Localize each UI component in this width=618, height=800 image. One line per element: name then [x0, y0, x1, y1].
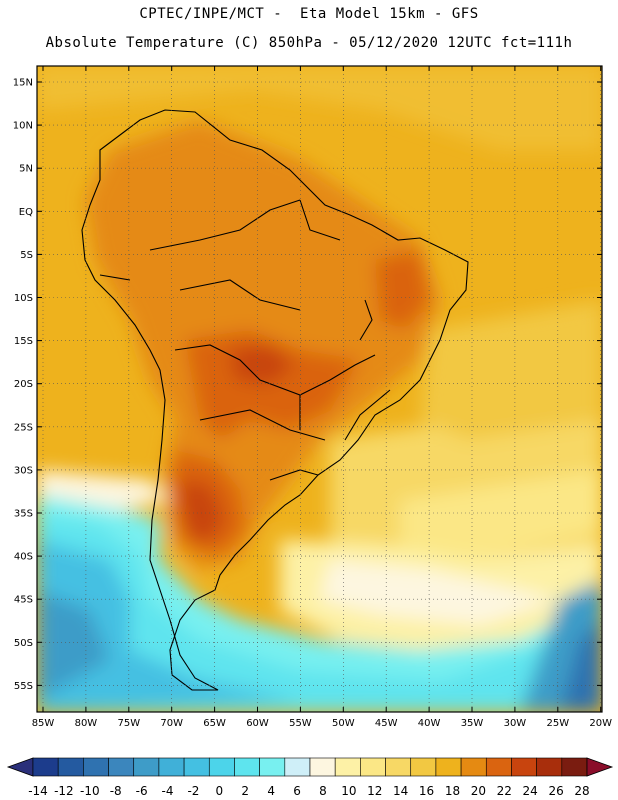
- colorbar-swatch: [133, 757, 160, 777]
- colorbar-swatch: [410, 757, 437, 777]
- colorbar-over-arrow: [586, 757, 614, 777]
- colorbar-label: -6: [136, 784, 148, 798]
- colorbar-label: 14: [393, 784, 408, 798]
- lat-label: 15N: [13, 78, 33, 89]
- lon-label: 30W: [504, 718, 527, 729]
- colorbar-label: 6: [293, 784, 301, 798]
- lat-label: 5S: [20, 250, 33, 261]
- lat-label: EQ: [19, 207, 33, 218]
- lat-label: 25S: [14, 422, 33, 433]
- lat-label: 50S: [14, 638, 33, 649]
- lon-label: 25W: [546, 718, 569, 729]
- lat-label: 55S: [14, 681, 33, 692]
- colorbar-label: 12: [367, 784, 382, 798]
- lat-label: 30S: [14, 465, 33, 476]
- colorbar-label: 24: [523, 784, 538, 798]
- colorbar-swatch: [334, 757, 361, 777]
- lat-label: 40S: [14, 552, 33, 563]
- colorbar-swatch: [108, 757, 135, 777]
- lat-label: 15S: [14, 336, 33, 347]
- colorbar-under-arrow: [6, 757, 34, 777]
- lat-label: 10S: [14, 293, 33, 304]
- temperature-field: [37, 66, 602, 712]
- colorbar-swatch: [259, 757, 286, 777]
- colorbar-label: -10: [80, 784, 100, 798]
- lon-label: 75W: [117, 718, 140, 729]
- colorbar-label: 10: [341, 784, 356, 798]
- latitude-labels: 15N 10N 5N EQ 5S 10S 15S 20S 25S 30S 35S 40S 45S 50S 5…: [13, 78, 33, 692]
- colorbar-label: -12: [54, 784, 74, 798]
- colorbar-label: 22: [497, 784, 512, 798]
- colorbar-label: -8: [110, 784, 122, 798]
- colorbar-swatch: [485, 757, 512, 777]
- colorbar-label: 26: [548, 784, 563, 798]
- lon-label: 55W: [289, 718, 312, 729]
- colorbar-swatch: [158, 757, 185, 777]
- colorbar-swatch: [460, 757, 487, 777]
- colorbar-swatch: [32, 757, 59, 777]
- title-line-1: CPTEC/INPE/MCT - Eta Model 15km - GFS: [139, 6, 479, 22]
- lon-label: 35W: [461, 718, 484, 729]
- colorbar-label: 2: [241, 784, 249, 798]
- colorbar-swatch: [309, 757, 336, 777]
- colorbar-swatch: [435, 757, 462, 777]
- colorbar-swatch: [234, 757, 260, 777]
- lon-label: 60W: [246, 718, 269, 729]
- colorbar-swatch: [284, 757, 311, 777]
- lat-label: 20S: [14, 379, 33, 390]
- colorbar-label: -2: [187, 784, 199, 798]
- colorbar-label: -4: [162, 784, 174, 798]
- lon-label: 65W: [203, 718, 226, 729]
- colorbar-label: 0: [216, 784, 224, 798]
- colorbar-label: 8: [319, 784, 327, 798]
- lat-label: 5N: [19, 164, 33, 175]
- lon-label: 50W: [332, 718, 355, 729]
- lon-label: 85W: [32, 718, 55, 729]
- colorbar-swatch: [83, 757, 109, 777]
- colorbar-swatch: [183, 757, 210, 777]
- colorbar-label: 28: [574, 784, 589, 798]
- colorbar-swatch: [208, 757, 235, 777]
- title-line-2: Absolute Temperature (C) 850hPa - 05/12/…: [45, 35, 573, 51]
- coastlines-and-borders: [81, 109, 469, 691]
- colorbar-label: 20: [471, 784, 486, 798]
- colorbar-swatch: [561, 757, 588, 777]
- lon-label: 70W: [160, 718, 183, 729]
- colorbar-swatch: [360, 757, 386, 777]
- colorbar-swatch: [385, 757, 412, 777]
- colorbar-swatch: [57, 757, 84, 777]
- lon-label: 45W: [375, 718, 398, 729]
- lat-label: 10N: [13, 121, 33, 132]
- colorbar-swatch: [511, 757, 537, 777]
- colorbar-label: -14: [28, 784, 48, 798]
- colorbar-label: 18: [445, 784, 460, 798]
- lat-label: 35S: [14, 509, 33, 520]
- colorbar: -14 -12 -10 -8 -6 -4 -2 0 2 4 6 8 10 12 14 16 18 20 22 24 26…: [6, 757, 614, 798]
- lon-label: 40W: [418, 718, 441, 729]
- map-frame: [36, 65, 603, 713]
- lon-label: 80W: [75, 718, 98, 729]
- lon-label: 20W: [589, 718, 612, 729]
- colorbar-label: 4: [267, 784, 275, 798]
- colorbar-label: 16: [419, 784, 434, 798]
- lat-label: 45S: [14, 595, 33, 606]
- colorbar-swatch: [536, 757, 563, 777]
- longitude-labels: 85W 80W 75W 70W 65W 60W 55W 50W 45W 40W 35W 30W 25W 2…: [32, 718, 612, 729]
